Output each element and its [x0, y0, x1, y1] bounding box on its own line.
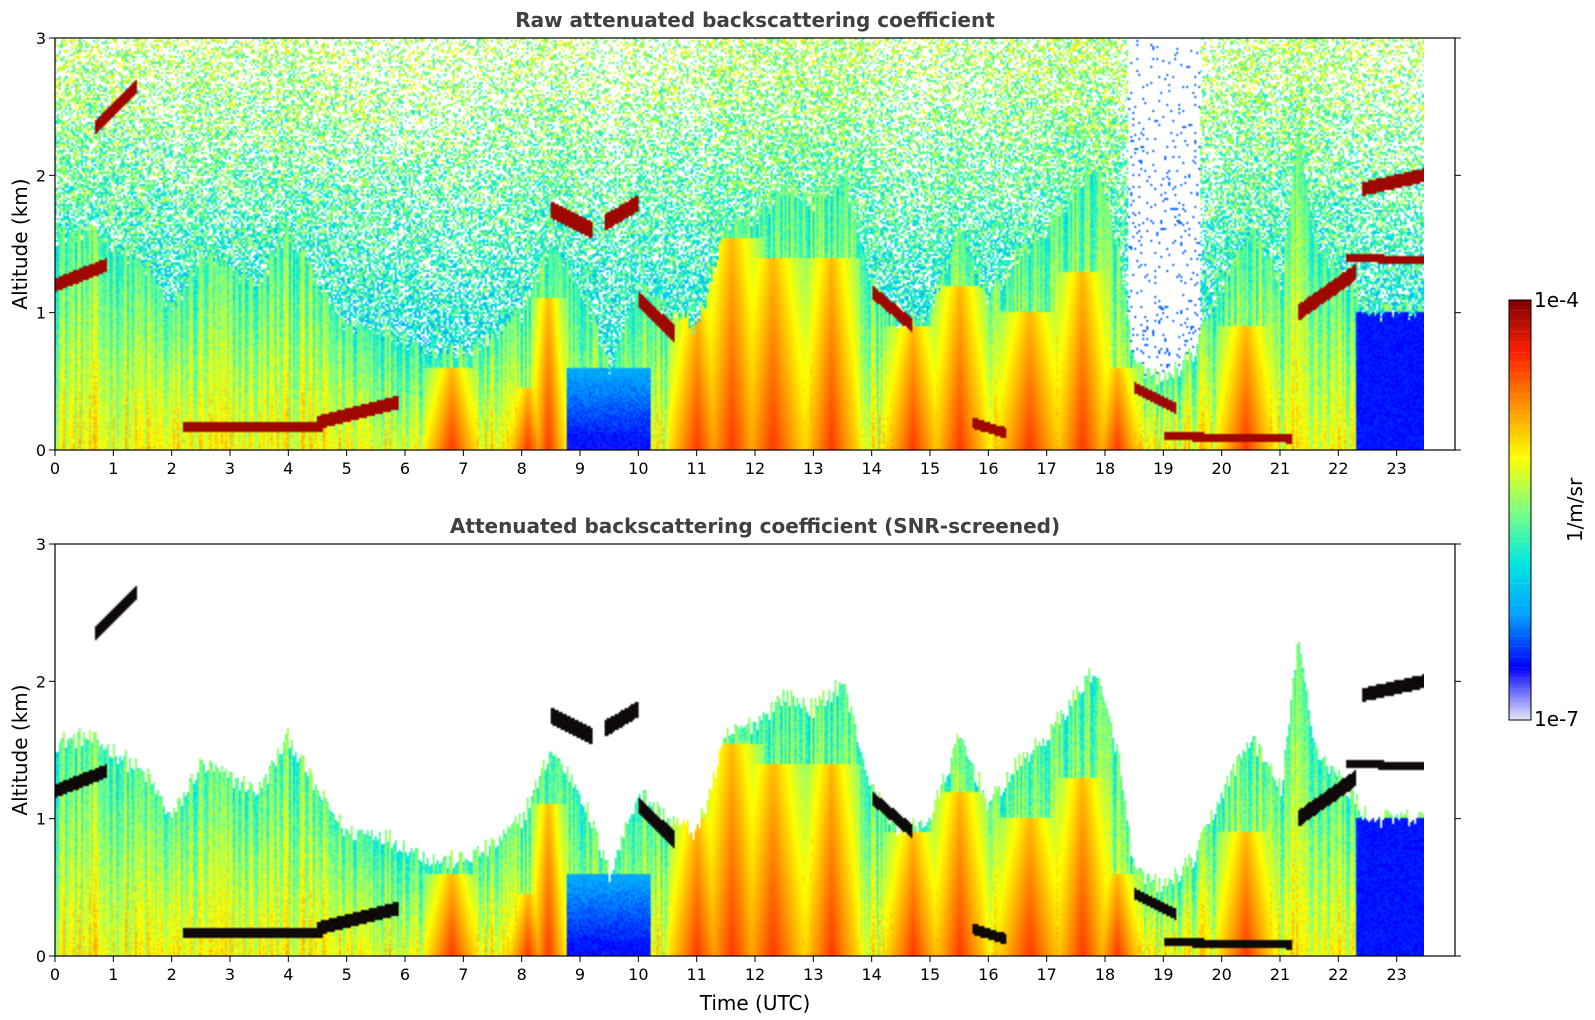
x-tick-label: 17 [1036, 965, 1056, 984]
x-tick-label: 12 [745, 965, 765, 984]
backscatter-heatmap [55, 544, 1424, 956]
raw-backscatter-panel: Raw attenuated backscattering coefficien… [8, 8, 1461, 478]
x-tick-label: 6 [400, 459, 410, 478]
x-tick-label: 8 [517, 965, 527, 984]
y-tick-label: 2 [36, 166, 46, 185]
x-tick-label: 7 [458, 459, 468, 478]
x-tick-label: 7 [458, 965, 468, 984]
y-tick-label: 3 [36, 535, 46, 554]
y-tick-label: 3 [36, 29, 46, 48]
screened-backscatter-panel: Attenuated backscattering coefficient (S… [8, 514, 1461, 1015]
axes: 0 1 2 3 4 5 6 7 8 9 10 11 12 13 14 15 16 17 18 19 20 21 22 2301… [36, 535, 1461, 984]
x-tick-label: 18 [1095, 965, 1115, 984]
x-tick-label: 3 [225, 459, 235, 478]
colorbar-gradient [1509, 300, 1531, 720]
x-tick-label: 11 [686, 459, 706, 478]
y-tick-label: 1 [36, 304, 46, 323]
x-tick-label: 18 [1095, 459, 1115, 478]
x-tick-label: 21 [1270, 965, 1290, 984]
x-tick-label: 9 [575, 459, 585, 478]
x-tick-label: 9 [575, 965, 585, 984]
panel-title: Attenuated backscattering coefficient (S… [450, 514, 1060, 538]
x-tick-label: 1 [108, 459, 118, 478]
x-tick-label: 2 [167, 965, 177, 984]
x-tick-label: 20 [1211, 459, 1231, 478]
y-axis-label: Altitude (km) [8, 684, 32, 815]
backscatter-heatmap [55, 38, 1424, 450]
colorbar-min-label: 1e-7 [1534, 707, 1579, 731]
y-tick-label: 2 [36, 672, 46, 691]
x-tick-label: 21 [1270, 459, 1290, 478]
x-tick-label: 0 [50, 965, 60, 984]
y-tick-label: 0 [36, 441, 46, 460]
colorbar-bands [1509, 299, 1531, 710]
x-tick-label: 1 [108, 965, 118, 984]
colorbar-max-label: 1e-4 [1534, 288, 1579, 312]
x-tick-label: 11 [686, 965, 706, 984]
x-tick-label: 14 [861, 965, 881, 984]
panel-title: Raw attenuated backscattering coefficien… [515, 8, 995, 32]
x-tick-label: 10 [628, 459, 648, 478]
colorbar-label: 1/m/sr [1563, 477, 1587, 542]
x-tick-label: 17 [1036, 459, 1056, 478]
x-tick-label: 4 [283, 459, 293, 478]
x-tick-label: 14 [861, 459, 881, 478]
x-tick-label: 20 [1211, 965, 1231, 984]
x-tick-label: 8 [517, 459, 527, 478]
x-tick-label: 3 [225, 965, 235, 984]
x-tick-label: 16 [978, 965, 998, 984]
x-tick-label: 22 [1328, 459, 1348, 478]
x-tick-label: 2 [167, 459, 177, 478]
x-tick-label: 5 [342, 459, 352, 478]
x-tick-label: 0 [50, 459, 60, 478]
colorbar-frame [1508, 299, 1532, 721]
x-tick-label: 5 [342, 965, 352, 984]
x-tick-label: 23 [1386, 459, 1406, 478]
colorbar: 1e-4 1e-7 1/m/sr [1508, 288, 1587, 731]
x-tick-label: 13 [803, 965, 823, 984]
x-tick-label: 10 [628, 965, 648, 984]
x-axis-label: Time (UTC) [699, 991, 811, 1015]
x-tick-label: 23 [1386, 965, 1406, 984]
y-tick-label: 0 [36, 947, 46, 966]
x-tick-label: 4 [283, 965, 293, 984]
x-tick-label: 6 [400, 965, 410, 984]
x-tick-label: 15 [920, 459, 940, 478]
x-tick-label: 15 [920, 965, 940, 984]
axes: 0 1 2 3 4 5 6 7 8 9 10 11 12 13 14 15 16 17 18 19 20 21 22 2301… [36, 29, 1461, 478]
x-tick-label: 16 [978, 459, 998, 478]
x-tick-label: 19 [1153, 459, 1173, 478]
x-tick-label: 12 [745, 459, 765, 478]
y-axis-label: Altitude (km) [8, 178, 32, 309]
x-tick-label: 19 [1153, 965, 1173, 984]
x-tick-label: 22 [1328, 965, 1348, 984]
y-tick-label: 1 [36, 810, 46, 829]
x-tick-label: 13 [803, 459, 823, 478]
